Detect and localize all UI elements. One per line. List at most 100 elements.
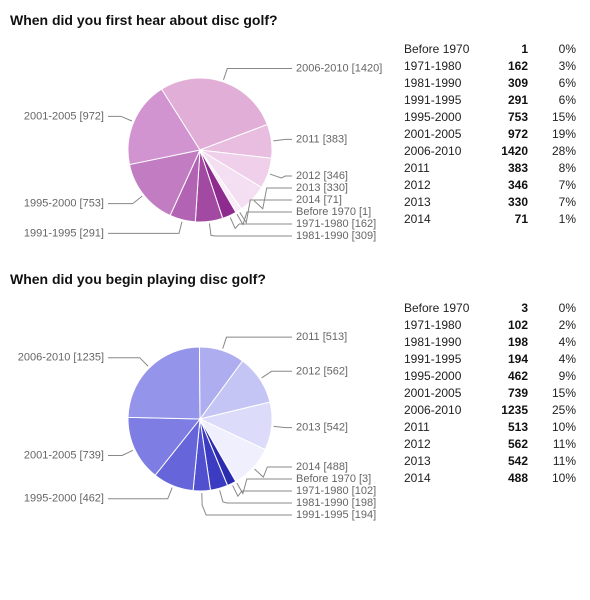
cell-percent: 11% bbox=[532, 452, 580, 469]
cell-value: 330 bbox=[483, 193, 532, 210]
cell-label: 2001-2005 bbox=[400, 384, 483, 401]
cell-value: 383 bbox=[483, 159, 532, 176]
cell-value: 1235 bbox=[483, 401, 532, 418]
callout-label: 1981-1990 [309] bbox=[296, 230, 376, 242]
cell-label: 2011 bbox=[400, 418, 483, 435]
data-table-hear: Before 197010%1971-19801623%1981-1990309… bbox=[400, 40, 580, 227]
cell-label: 2012 bbox=[400, 176, 483, 193]
cell-label: 2006-2010 bbox=[400, 401, 483, 418]
table-row: 2006-2010123525% bbox=[400, 401, 580, 418]
section-play: When did you begin playing disc golf? 20… bbox=[10, 271, 580, 522]
callout-label: 2011 [513] bbox=[296, 331, 347, 343]
pie-chart-play: 2011 [513]2012 [562]2013 [542]2014 [488]… bbox=[10, 299, 390, 519]
table-row: Before 197010% bbox=[400, 40, 580, 57]
cell-label: 2013 bbox=[400, 193, 483, 210]
callout-line bbox=[273, 139, 292, 140]
table-col-play: Before 197030%1971-19801022%1981-1990198… bbox=[390, 295, 580, 486]
table-row: 2014711% bbox=[400, 210, 580, 227]
cell-label: 1981-1990 bbox=[400, 74, 483, 91]
row-play: 2011 [513]2012 [562]2013 [542]2014 [488]… bbox=[10, 295, 580, 522]
cell-percent: 15% bbox=[532, 384, 580, 401]
cell-value: 102 bbox=[483, 316, 532, 333]
chart-col-play: 2011 [513]2012 [562]2013 [542]2014 [488]… bbox=[10, 295, 390, 522]
cell-label: 2014 bbox=[400, 210, 483, 227]
cell-percent: 4% bbox=[532, 350, 580, 367]
callout-line bbox=[108, 196, 142, 203]
table-row: 1981-19901984% bbox=[400, 333, 580, 350]
callout-line bbox=[202, 493, 292, 515]
callout-line bbox=[108, 358, 148, 367]
callout-label: Before 1970 [3] bbox=[296, 473, 371, 485]
callout-label: 2006-2010 [1235] bbox=[18, 352, 104, 364]
cell-value: 3 bbox=[483, 299, 532, 316]
cell-value: 309 bbox=[483, 74, 532, 91]
table-row: 2001-200597219% bbox=[400, 125, 580, 142]
cell-value: 513 bbox=[483, 418, 532, 435]
callout-line bbox=[255, 467, 292, 477]
cell-label: 1995-2000 bbox=[400, 367, 483, 384]
table-row: 1995-20004629% bbox=[400, 367, 580, 384]
cell-percent: 28% bbox=[532, 142, 580, 159]
row-hear: 2006-2010 [1420]2011 [383]2012 [346]2013… bbox=[10, 36, 580, 243]
callout-label: 2011 [383] bbox=[296, 133, 347, 145]
table-row: 201151310% bbox=[400, 418, 580, 435]
cell-percent: 10% bbox=[532, 418, 580, 435]
cell-value: 198 bbox=[483, 333, 532, 350]
cell-percent: 9% bbox=[532, 367, 580, 384]
table-row: Before 197030% bbox=[400, 299, 580, 316]
cell-label: 1981-1990 bbox=[400, 333, 483, 350]
callout-label: 1981-1990 [198] bbox=[296, 497, 376, 509]
callout-line bbox=[233, 485, 292, 496]
cell-percent: 6% bbox=[532, 91, 580, 108]
table-row: 1971-19801623% bbox=[400, 57, 580, 74]
cell-percent: 0% bbox=[532, 299, 580, 316]
cell-value: 972 bbox=[483, 125, 532, 142]
table-row: 201256211% bbox=[400, 435, 580, 452]
callout-label: 1991-1995 [194] bbox=[296, 509, 376, 521]
table-row: 2006-2010142028% bbox=[400, 142, 580, 159]
callout-line bbox=[108, 222, 182, 234]
question-title-hear: When did you first hear about disc golf? bbox=[10, 12, 580, 28]
cell-value: 71 bbox=[483, 210, 532, 227]
callout-line bbox=[108, 116, 132, 121]
table-row: 1981-19903096% bbox=[400, 74, 580, 91]
cell-percent: 2% bbox=[532, 316, 580, 333]
cell-percent: 19% bbox=[532, 125, 580, 142]
callout-label: 2001-2005 [739] bbox=[24, 449, 104, 461]
callout-label: 1971-1980 [102] bbox=[296, 485, 376, 497]
cell-label: 1971-1980 bbox=[400, 316, 483, 333]
cell-value: 291 bbox=[483, 91, 532, 108]
chart-col-hear: 2006-2010 [1420]2011 [383]2012 [346]2013… bbox=[10, 36, 390, 243]
cell-value: 194 bbox=[483, 350, 532, 367]
callout-label: 2014 [488] bbox=[296, 461, 348, 473]
cell-percent: 7% bbox=[532, 176, 580, 193]
callout-label: Before 1970 [1] bbox=[296, 206, 371, 218]
callout-line bbox=[224, 68, 292, 79]
callout-label: 1971-1980 [162] bbox=[296, 218, 376, 230]
callout-line bbox=[108, 450, 133, 455]
callout-label: 1995-2000 [753] bbox=[24, 198, 104, 210]
callout-label: 1991-1995 [291] bbox=[24, 227, 104, 239]
callout-line bbox=[220, 490, 292, 503]
cell-value: 1 bbox=[483, 40, 532, 57]
data-table-play: Before 197030%1971-19801022%1981-1990198… bbox=[400, 299, 580, 486]
callout-line bbox=[270, 174, 292, 178]
table-row: 201354211% bbox=[400, 452, 580, 469]
cell-value: 462 bbox=[483, 367, 532, 384]
cell-label: 2001-2005 bbox=[400, 125, 483, 142]
table-row: 20133307% bbox=[400, 193, 580, 210]
cell-value: 346 bbox=[483, 176, 532, 193]
callout-line bbox=[108, 488, 172, 499]
cell-label: 2012 bbox=[400, 435, 483, 452]
cell-label: 1991-1995 bbox=[400, 91, 483, 108]
cell-percent: 11% bbox=[532, 435, 580, 452]
table-row: 201448810% bbox=[400, 469, 580, 486]
callout-label: 2013 [330] bbox=[296, 182, 348, 194]
cell-value: 1420 bbox=[483, 142, 532, 159]
callout-line bbox=[274, 426, 292, 427]
table-row: 2001-200573915% bbox=[400, 384, 580, 401]
cell-label: 2014 bbox=[400, 469, 483, 486]
cell-value: 488 bbox=[483, 469, 532, 486]
cell-percent: 3% bbox=[532, 57, 580, 74]
cell-value: 162 bbox=[483, 57, 532, 74]
